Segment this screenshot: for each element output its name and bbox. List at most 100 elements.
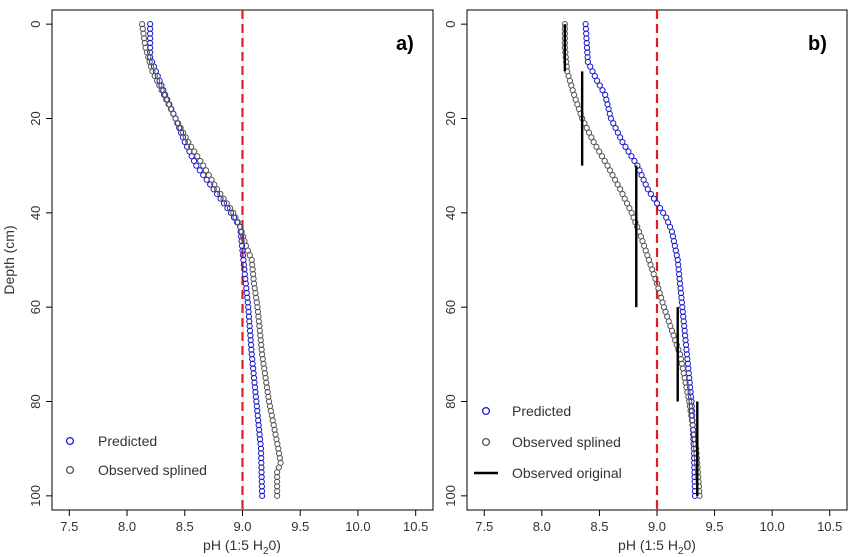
predicted-point xyxy=(617,134,624,141)
x-tick-label: 8.0 xyxy=(533,519,551,534)
observed-splined-point xyxy=(197,157,204,165)
observed-splined-point xyxy=(180,129,187,136)
panel-a-label: a) xyxy=(396,33,414,55)
predicted-point xyxy=(647,190,654,198)
x-tick-label: 9.0 xyxy=(648,519,666,534)
observed-splined-point xyxy=(214,186,221,193)
x-tick-label: 10.5 xyxy=(403,519,428,534)
y-tick-label: 60 xyxy=(443,300,458,314)
predicted-point xyxy=(587,63,594,70)
x-tick-label: 10.0 xyxy=(345,519,370,534)
observed-splined-point xyxy=(167,105,175,113)
predicted-point xyxy=(628,153,635,160)
legend-marker-observed-splined xyxy=(481,437,491,447)
panel-b: b) pH (1:5 H20) 7.5 8.0 8.5 9.0 9.5 10.0 10.5 0… xyxy=(443,9,848,557)
observed-splined-point xyxy=(208,176,215,183)
observed-splined-point xyxy=(590,138,597,146)
panel-b-x-axis-title-end: 0) xyxy=(684,537,696,553)
observed-splined-point xyxy=(205,171,212,179)
predicted-point xyxy=(619,138,626,146)
panel-a-y-axis-title: Depth (cm) xyxy=(1,225,17,294)
predicted-point xyxy=(631,157,638,165)
predicted-point xyxy=(607,115,615,122)
legend-label-observed-original: Observed original xyxy=(512,465,622,481)
observed-splined-point xyxy=(626,205,633,212)
predicted-point xyxy=(625,148,632,155)
observed-splined-point xyxy=(274,492,281,499)
predicted-point xyxy=(644,186,651,193)
x-tick-label: 8.5 xyxy=(176,519,194,534)
observed-splined-point xyxy=(593,143,600,150)
observed-splined-point xyxy=(156,82,163,89)
observed-splined-point xyxy=(596,148,603,155)
observed-splined-point xyxy=(585,129,593,136)
observed-splined-point xyxy=(170,110,177,117)
predicted-point xyxy=(596,82,603,89)
x-tick-label: 9.5 xyxy=(291,519,309,534)
observed-splined-point xyxy=(617,186,624,193)
predicted-point xyxy=(650,195,658,202)
observed-splined-point xyxy=(200,162,207,169)
legend-label-observed-splined: Observed splined xyxy=(512,434,621,450)
predicted-point xyxy=(599,87,606,94)
y-tick-label: 80 xyxy=(443,394,458,408)
y-tick-label: 40 xyxy=(28,206,43,220)
predicted-point xyxy=(653,200,661,207)
observed-splined-point xyxy=(621,195,628,202)
x-tick-label: 9.0 xyxy=(233,519,251,534)
observed-splined-point xyxy=(172,115,179,122)
observed-splined-point xyxy=(149,68,156,75)
predicted-point xyxy=(591,72,598,80)
predicted-point xyxy=(190,157,198,165)
panel-b-legend: Predicted Observed splined Observed origin… xyxy=(474,403,622,481)
observed-splined-point xyxy=(165,101,172,108)
legend-label-predicted: Predicted xyxy=(98,433,157,449)
y-tick-label: 0 xyxy=(443,21,458,28)
x-tick-label: 8.5 xyxy=(590,519,608,534)
predicted-point xyxy=(259,492,266,499)
observed-splined-point xyxy=(234,219,241,226)
observed-splined-point xyxy=(202,167,210,174)
observed-splined-point xyxy=(151,72,158,80)
observed-splined-point xyxy=(232,214,239,221)
observed-splined-point xyxy=(177,124,184,132)
x-tick-label: 10.5 xyxy=(817,519,842,534)
predicted-point xyxy=(660,209,667,216)
observed-splined-point xyxy=(614,181,621,188)
predicted-point xyxy=(612,124,619,132)
observed-splined-point xyxy=(220,195,227,202)
observed-splined-point xyxy=(583,124,590,132)
x-tick-label: 8.0 xyxy=(118,519,136,534)
x-tick-label: 10.0 xyxy=(759,519,784,534)
observed-splined-point xyxy=(153,77,161,84)
panel-a-axis-ticks: 7.5 8.0 8.5 9.0 9.5 10.0 10.5 0 20 40 60 80 100 xyxy=(28,21,428,534)
observed-splined-point xyxy=(217,190,224,198)
observed-splined-point xyxy=(211,181,218,188)
panel-b-x-axis-title-main: pH (1:5 H xyxy=(618,537,678,553)
y-tick-label: 80 xyxy=(28,394,43,408)
panel-a-legend: Predicted Observed splined xyxy=(65,433,207,478)
panel-b-x-axis-title-subscript: 2 xyxy=(678,546,684,557)
legend-marker-observed-splined xyxy=(65,465,75,475)
panel-a-data-marks xyxy=(138,21,284,499)
observed-splined-point xyxy=(606,167,614,174)
y-tick-label: 0 xyxy=(28,21,43,28)
y-tick-label: 40 xyxy=(443,206,458,220)
observed-splined-point xyxy=(163,96,170,103)
observed-splined-point xyxy=(188,143,195,150)
observed-splined-point xyxy=(588,134,595,141)
observed-splined-point xyxy=(619,190,626,198)
predicted-point xyxy=(622,143,629,150)
observed-splined-point xyxy=(598,153,606,160)
observed-splined-point xyxy=(609,171,616,179)
observed-splined-point xyxy=(182,134,189,141)
observed-splined-point xyxy=(160,91,168,99)
observed-splined-point xyxy=(611,176,619,183)
panel-b-data-marks xyxy=(561,21,703,499)
observed-splined-point xyxy=(174,120,182,127)
predicted-point xyxy=(594,77,601,84)
observed-splined-point xyxy=(601,157,608,165)
observed-splined-point xyxy=(226,205,234,212)
panel-a-x-axis-title-subscript: 2 xyxy=(263,546,269,557)
